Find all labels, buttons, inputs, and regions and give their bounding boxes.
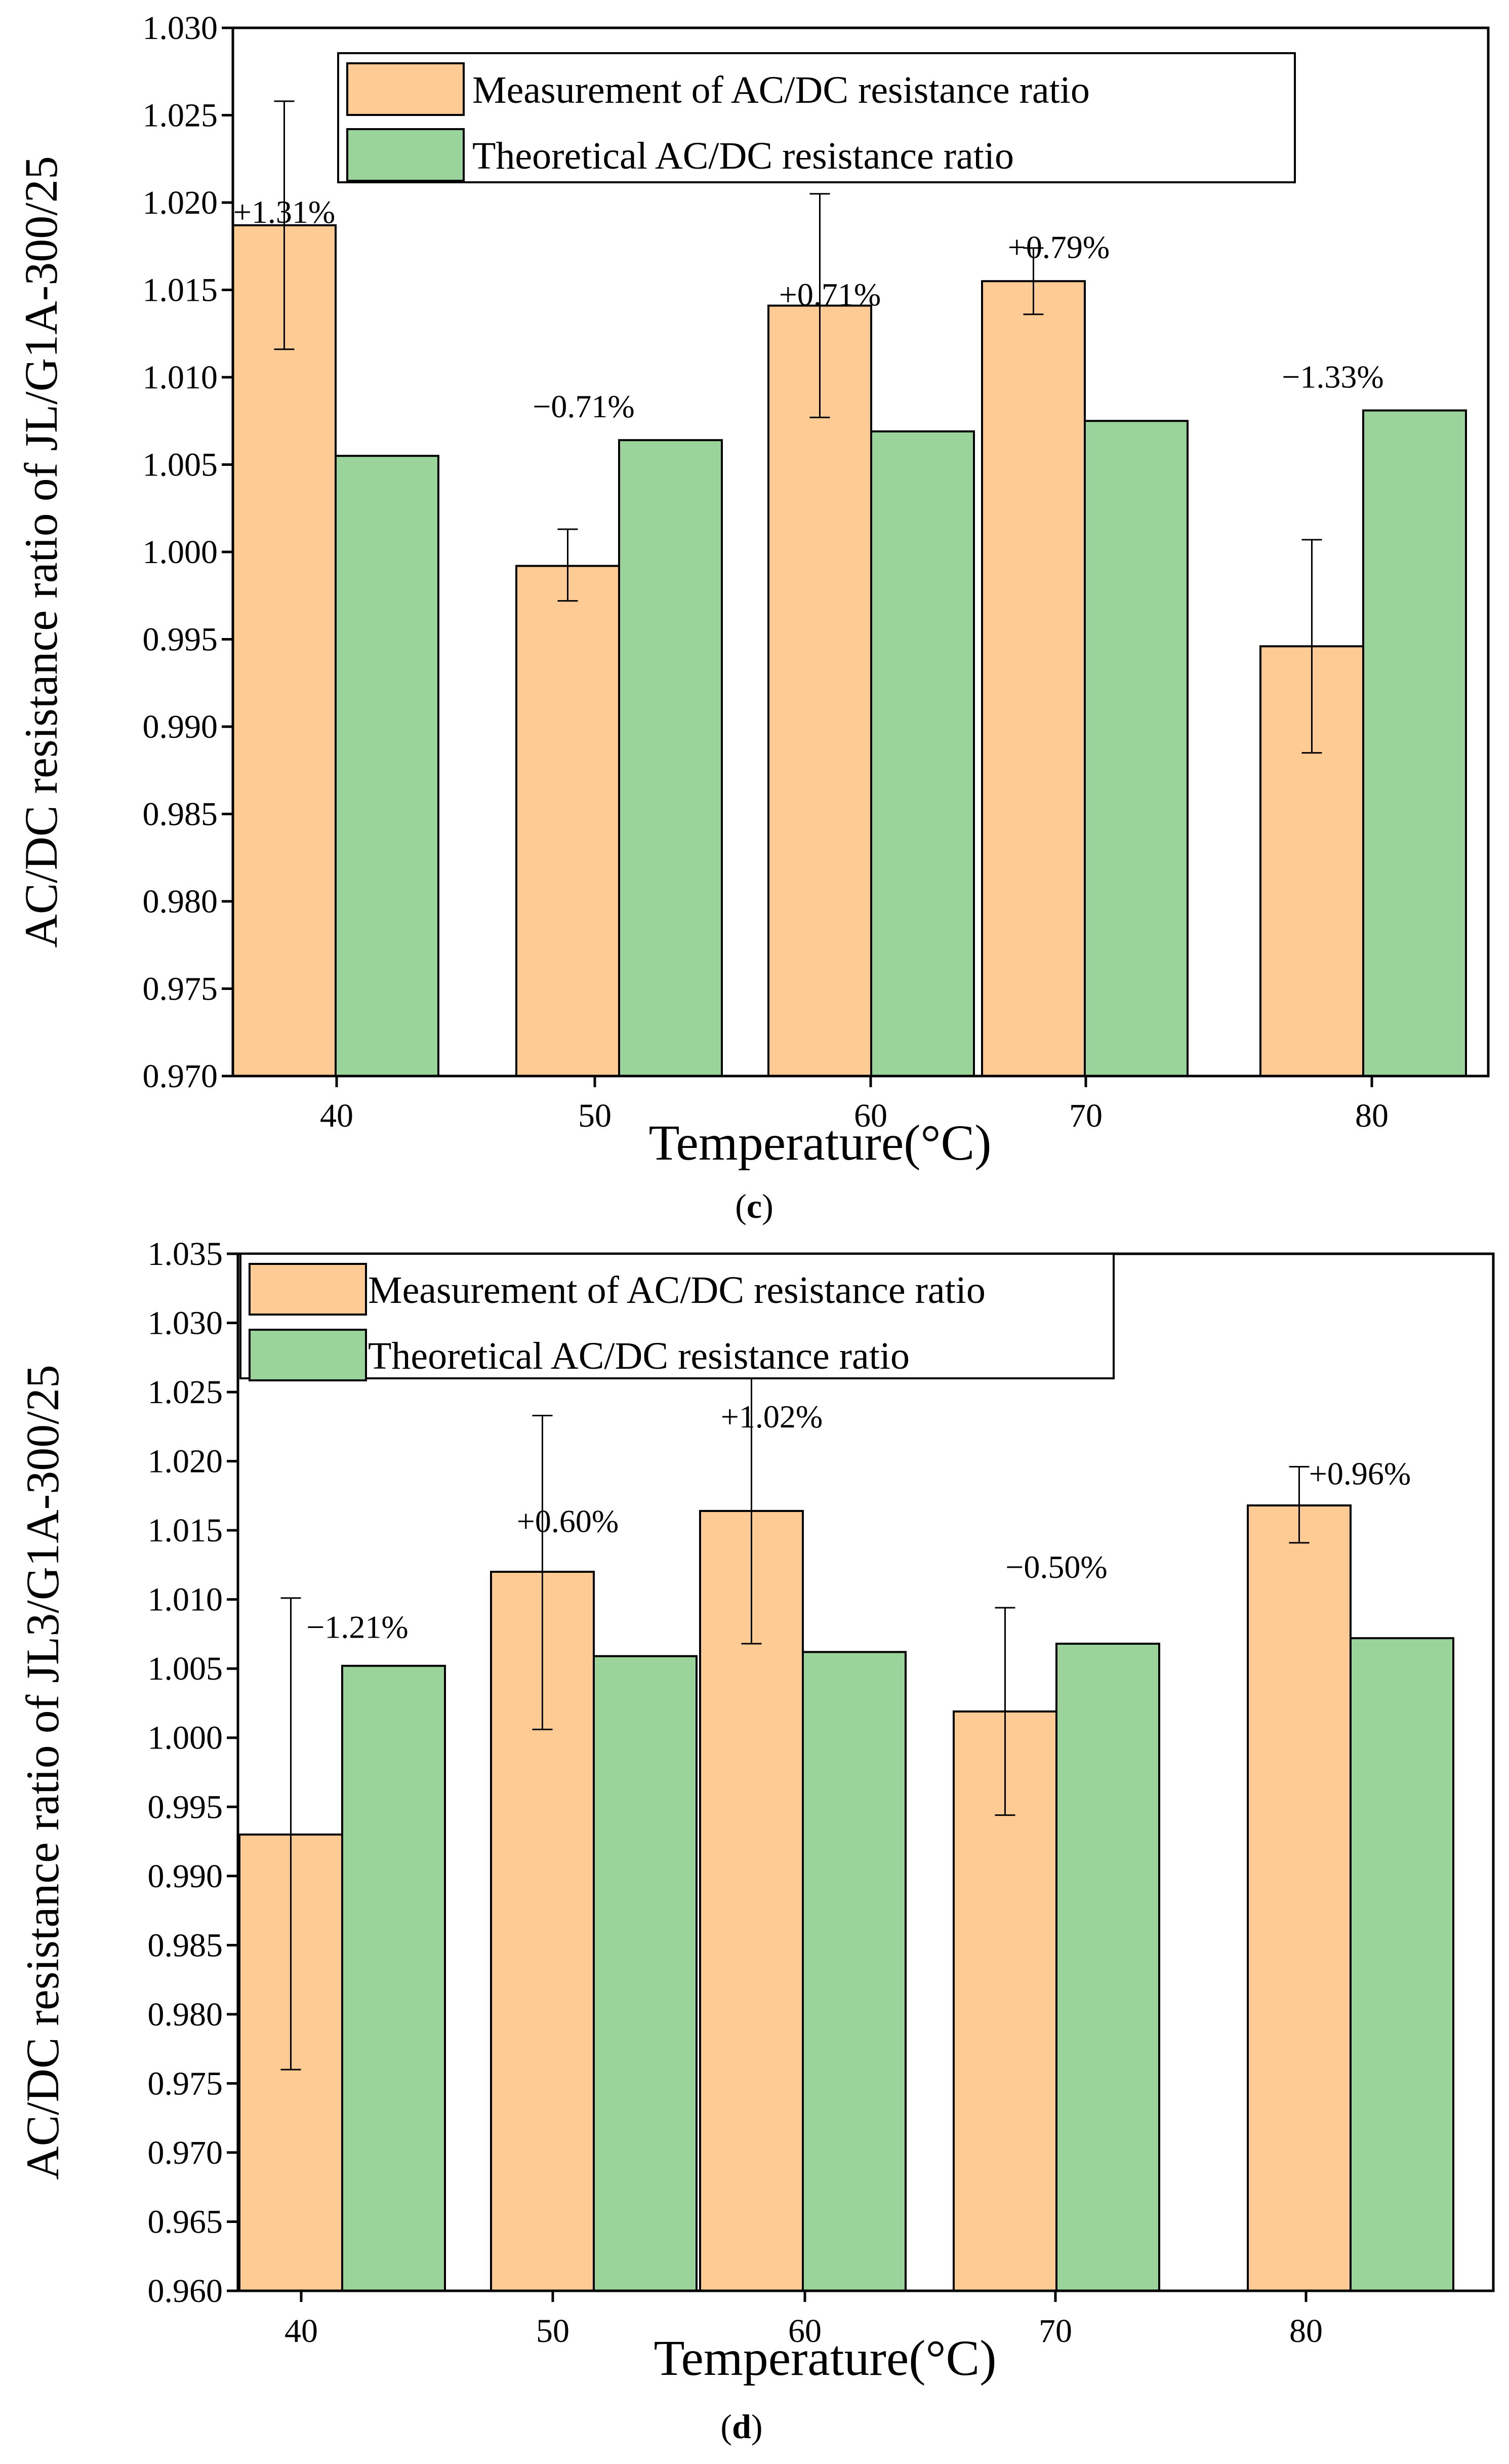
y-tick-label: 1.000 (143, 534, 218, 571)
theoretical-bar-70 (1084, 420, 1189, 1077)
y-tick-label: 0.970 (148, 2134, 223, 2171)
y-tick-label: 0.970 (143, 1058, 218, 1095)
legend-box (337, 52, 1296, 183)
legend-label-theoretical: Theoretical AC/DC resistance ratio (472, 135, 1014, 177)
y-tick-label: 1.020 (148, 1443, 223, 1480)
theoretical-bar-50 (618, 439, 723, 1078)
percent-label-50: −0.71% (533, 388, 634, 424)
x-tick-label: 50 (536, 2313, 569, 2350)
theoretical-bar-40 (335, 455, 439, 1077)
x-tick-label: 70 (1039, 2313, 1072, 2350)
y-tick-label: 1.025 (148, 1374, 223, 1411)
y-tick-label: 1.025 (143, 97, 218, 134)
percent-label-60: +0.71% (779, 276, 881, 312)
y-tick-label: 0.985 (143, 796, 218, 833)
x-tick-label: 40 (320, 1097, 353, 1134)
y-tick-label: 0.985 (148, 1927, 223, 1964)
y-tick-label: 1.015 (148, 1512, 223, 1549)
y-tick-label: 0.960 (148, 2273, 223, 2310)
measurement-bar-70 (981, 280, 1086, 1077)
legend-swatch-measurement (346, 62, 465, 116)
y-tick-label: 0.975 (148, 2065, 223, 2102)
theoretical-bar-80 (1350, 1637, 1454, 2292)
theoretical-bar-60 (802, 1651, 907, 2292)
percent-label-80: −1.33% (1282, 359, 1383, 395)
legend-label-measurement: Measurement of AC/DC resistance ratio (472, 69, 1090, 111)
caption-letter: c (747, 1187, 762, 1225)
percent-label-50: +0.60% (517, 1503, 619, 1539)
y-tick-label: 1.030 (143, 10, 218, 47)
percent-label-40: +1.31% (233, 194, 335, 230)
legend: Measurement of AC/DC resistance ratio The… (239, 1253, 1115, 1381)
x-tick-label: 50 (578, 1097, 611, 1134)
y-tick-label: 1.005 (148, 1650, 223, 1687)
x-tick-label: 80 (1355, 1097, 1389, 1134)
theoretical-bar-50 (593, 1655, 698, 2292)
measurement-bar-80 (1247, 1504, 1352, 2292)
x-tick-label: 60 (788, 2313, 822, 2350)
percent-label-40: −1.21% (306, 1609, 408, 1645)
measurement-bar-50 (515, 565, 620, 1077)
legend-label-theoretical: Theoretical AC/DC resistance ratio (368, 1335, 910, 1377)
y-tick-label: 0.995 (148, 1789, 223, 1825)
y-tick-label: 1.015 (143, 272, 218, 309)
legend-swatch-measurement (249, 1263, 367, 1316)
theoretical-bar-70 (1055, 1643, 1160, 2292)
caption-close: ) (762, 1187, 773, 1225)
legend: Measurement of AC/DC resistance ratio The… (337, 52, 1296, 183)
y-tick-label: 0.995 (143, 621, 218, 658)
y-tick-label: 1.005 (143, 447, 218, 484)
y-tick-label: 0.980 (143, 883, 218, 920)
panel-caption: (c) (735, 1187, 773, 1225)
percent-label-60: +1.02% (721, 1399, 823, 1435)
y-tick-label: 1.030 (148, 1305, 223, 1342)
y-tick-label: 0.980 (148, 1996, 223, 2033)
y-tick-label: 0.975 (143, 971, 218, 1008)
measurement-bar-40 (232, 224, 337, 1078)
x-tick-label: 60 (854, 1097, 887, 1134)
chart-panel-c: +1.31% −0.71% +0.71% +0.79% −1.33% 0.970 0.975… (15, 10, 1490, 1225)
x-axis-title: Temperature(°C) (648, 1115, 991, 1171)
theoretical-bar-60 (870, 430, 975, 1078)
y-tick-label: 1.010 (143, 359, 218, 396)
panel-caption: (d) (720, 2407, 762, 2446)
chart-panel-d: −1.21% +0.60% +1.02% −0.50% +0.96% 0.960 0.965… (17, 1236, 1495, 2446)
percent-label-70: +0.79% (1008, 229, 1110, 265)
y-tick-label: 0.990 (148, 1858, 223, 1895)
x-tick-label: 40 (284, 2313, 318, 2350)
y-axis-title: AC/DC resistance ratio of JL3/G1A-300/25 (17, 1365, 68, 2180)
y-tick-label: 0.990 (143, 708, 218, 745)
x-axis-title: Temperature(°C) (654, 2330, 996, 2386)
caption-close: ) (751, 2407, 763, 2446)
y-tick-label: 1.035 (148, 1236, 223, 1273)
caption-letter: d (732, 2407, 751, 2446)
theoretical-bar-80 (1362, 409, 1467, 1077)
y-tick-label: 1.010 (148, 1581, 223, 1618)
legend-box (239, 1253, 1115, 1379)
x-tick-label: 70 (1069, 1097, 1103, 1134)
legend-label-measurement: Measurement of AC/DC resistance ratio (368, 1269, 986, 1312)
caption-open: ( (720, 2407, 732, 2446)
percent-label-80: +0.96% (1309, 1456, 1411, 1492)
y-tick-label: 1.020 (143, 184, 218, 221)
y-tick-label: 1.000 (148, 1720, 223, 1757)
y-tick-label: 0.965 (148, 2203, 223, 2240)
x-tick-label: 80 (1289, 2313, 1323, 2350)
y-axis-title: AC/DC resistance ratio of JL/G1A-300/25 (15, 156, 67, 948)
caption-open: ( (735, 1187, 747, 1225)
theoretical-bar-40 (341, 1664, 446, 2292)
percent-label-70: −0.50% (1005, 1549, 1107, 1585)
legend-swatch-theoretical (346, 128, 465, 182)
measurement-bar-60 (767, 304, 872, 1077)
legend-swatch-theoretical (249, 1329, 367, 1381)
